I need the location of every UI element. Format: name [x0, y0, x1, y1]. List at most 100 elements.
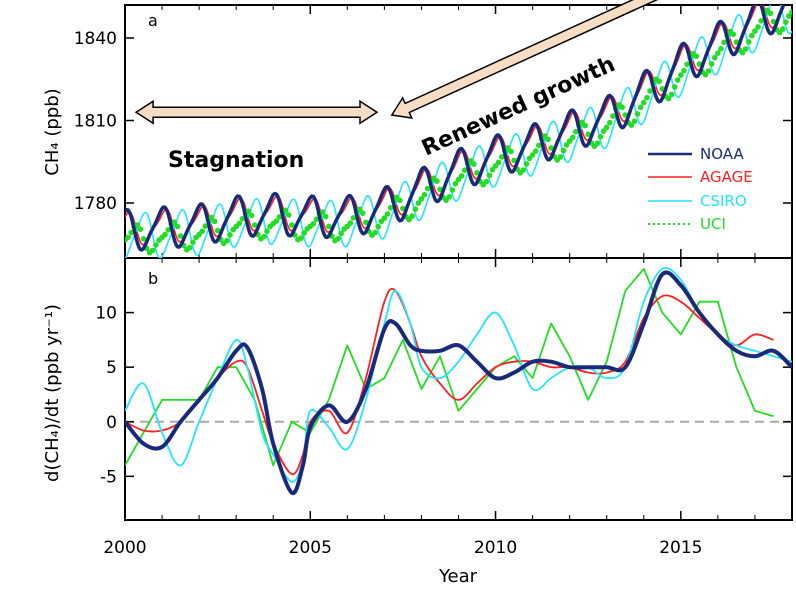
legend-label-csiro: CSIRO — [700, 192, 747, 210]
uci-point — [273, 218, 280, 224]
uci-point — [190, 239, 196, 245]
uci-point — [631, 118, 638, 124]
x-axis-title: Year — [438, 566, 478, 587]
uci-point — [446, 194, 453, 200]
uci-point — [310, 221, 317, 227]
y-tick-label: 5 — [106, 358, 117, 378]
uci-point — [557, 154, 564, 160]
legend: NOAA AGAGE CSIRO UCI — [648, 145, 753, 233]
renewed-growth-arrow — [390, 0, 659, 119]
panel-b-letter: b — [148, 269, 158, 288]
uci-point — [261, 233, 267, 240]
uci-point — [409, 213, 416, 219]
panel-b-ylabel: d(CH₄)/dt (ppb yr⁻¹) — [42, 304, 63, 482]
x-tick-label: 2000 — [103, 538, 146, 558]
x-tick-label: 2005 — [289, 538, 332, 558]
uci-point — [610, 113, 616, 119]
uci-point — [335, 235, 341, 242]
uci-point — [150, 247, 156, 254]
uci-point — [282, 207, 289, 214]
uci-point — [758, 18, 764, 24]
uci-point — [177, 233, 184, 239]
uci-point — [236, 220, 243, 227]
uci-point — [471, 161, 477, 167]
uci-point — [644, 94, 650, 101]
y-tick-label: 1840 — [74, 29, 117, 49]
uci-point — [532, 148, 539, 154]
uci-point — [400, 205, 406, 212]
uci-point — [461, 167, 468, 173]
uci-point — [548, 145, 554, 151]
y-tick-label: 1780 — [74, 194, 117, 214]
uci-point — [702, 71, 709, 78]
y-tick-label: 10 — [95, 304, 117, 324]
uci-point — [693, 53, 700, 59]
series-line-agage — [125, 5, 786, 246]
uci-point — [137, 226, 144, 232]
stagnation-arrow — [134, 99, 379, 125]
uci-point — [582, 122, 588, 129]
uci-point — [668, 91, 675, 98]
uci-point — [718, 45, 724, 52]
uci-point — [458, 173, 465, 179]
uci-point — [248, 212, 255, 219]
uci-point — [140, 236, 147, 242]
uci-point — [128, 229, 134, 236]
uci-point — [755, 24, 761, 30]
uci-point — [508, 148, 514, 155]
legend-label-uci: UCI — [700, 215, 726, 233]
uci-point — [162, 231, 168, 238]
uci-point — [520, 167, 527, 173]
uci-point — [705, 68, 712, 74]
uci-point — [174, 223, 181, 230]
uci-point — [165, 227, 171, 233]
uci-point — [647, 88, 653, 94]
uci-point — [338, 230, 345, 237]
uci-point — [783, 19, 789, 26]
uci-point — [641, 99, 647, 106]
uci-point — [566, 138, 573, 144]
uci-point — [298, 235, 304, 241]
rate-line-csiro — [125, 267, 792, 483]
uci-point — [360, 210, 366, 216]
uci-point — [594, 140, 601, 146]
uci-point — [285, 212, 292, 218]
stagnation-label: Stagnation — [168, 148, 304, 173]
panel-a-letter: a — [148, 11, 158, 30]
legend-label-agage: AGAGE — [700, 168, 753, 186]
uci-point — [276, 214, 283, 220]
uci-point — [770, 18, 777, 25]
uci-point — [187, 244, 193, 251]
uci-point — [708, 61, 715, 67]
uci-point — [656, 78, 662, 85]
uci-point — [563, 142, 570, 148]
uci-point — [767, 10, 774, 17]
uci-point — [251, 222, 258, 228]
uci-point — [381, 215, 388, 221]
uci-point — [739, 49, 746, 56]
uci-point — [397, 197, 403, 204]
uci-point — [245, 208, 252, 214]
series-line-csiro — [125, 5, 792, 258]
uci-point — [375, 223, 382, 230]
uci-point — [125, 234, 131, 241]
rate-line-noaa — [125, 270, 792, 496]
uci-point — [715, 50, 721, 56]
uci-point — [570, 134, 576, 141]
uci-point — [712, 54, 718, 61]
uci-point — [474, 170, 480, 176]
uci-point — [573, 128, 579, 135]
uci-point — [153, 242, 159, 248]
uci-point — [415, 200, 422, 206]
uci-point — [264, 228, 270, 234]
uci-point — [171, 219, 178, 225]
uci-point — [746, 39, 752, 45]
uci-point — [319, 209, 326, 215]
uci-point — [384, 211, 391, 217]
uci-point — [424, 185, 431, 192]
uci-point — [347, 220, 354, 226]
uci-point — [211, 218, 218, 225]
uci-point — [529, 152, 536, 158]
uci-point — [224, 238, 230, 244]
